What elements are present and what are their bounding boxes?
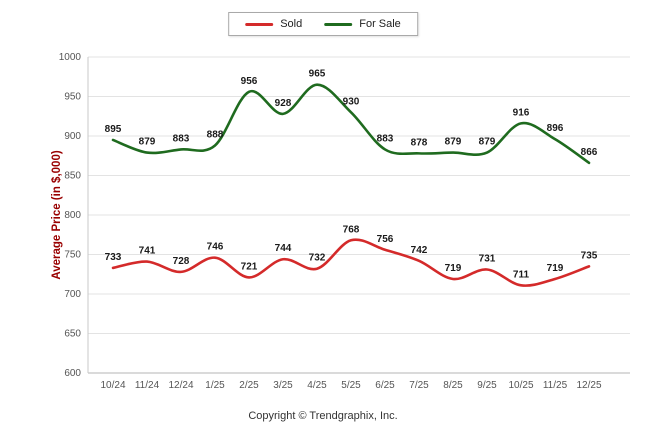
legend-label-for-sale: For Sale bbox=[359, 18, 401, 30]
price-trend-chart: 600 650 700 750 800 850 900 950 1000 10/24 11/24 12… bbox=[51, 52, 630, 391]
svg-text:12/24: 12/24 bbox=[168, 380, 193, 391]
svg-text:Average Price (in $,000): Average Price (in $,000) bbox=[51, 150, 63, 280]
svg-text:768: 768 bbox=[343, 224, 360, 235]
svg-text:1/25: 1/25 bbox=[205, 380, 225, 391]
svg-text:746: 746 bbox=[207, 242, 224, 253]
svg-text:731: 731 bbox=[479, 254, 496, 265]
svg-text:600: 600 bbox=[64, 368, 81, 379]
legend-item-sold[interactable]: Sold bbox=[245, 18, 302, 30]
svg-text:866: 866 bbox=[581, 147, 598, 158]
svg-text:895: 895 bbox=[105, 124, 122, 135]
svg-text:930: 930 bbox=[343, 96, 360, 107]
svg-text:879: 879 bbox=[445, 137, 462, 148]
legend-label-sold: Sold bbox=[280, 18, 303, 30]
svg-text:888: 888 bbox=[207, 129, 224, 140]
svg-text:3/25: 3/25 bbox=[273, 380, 293, 391]
svg-text:711: 711 bbox=[513, 269, 530, 280]
svg-text:650: 650 bbox=[64, 329, 81, 340]
svg-text:800: 800 bbox=[64, 210, 81, 221]
sold-line-swatch-icon bbox=[245, 22, 274, 26]
svg-text:732: 732 bbox=[309, 253, 326, 264]
chart-legend: Sold For Sale bbox=[228, 12, 418, 36]
svg-text:741: 741 bbox=[139, 246, 156, 257]
legend-item-for-sale[interactable]: For Sale bbox=[324, 18, 401, 30]
svg-text:928: 928 bbox=[275, 98, 292, 109]
svg-text:900: 900 bbox=[64, 131, 81, 142]
svg-text:10/25: 10/25 bbox=[508, 380, 533, 391]
svg-text:10/24: 10/24 bbox=[100, 380, 125, 391]
svg-text:878: 878 bbox=[411, 137, 428, 148]
svg-text:11/25: 11/25 bbox=[543, 380, 568, 391]
svg-text:950: 950 bbox=[64, 92, 81, 103]
svg-text:735: 735 bbox=[581, 250, 598, 261]
svg-text:2/25: 2/25 bbox=[239, 380, 259, 391]
svg-text:7/25: 7/25 bbox=[409, 380, 429, 391]
svg-text:733: 733 bbox=[105, 252, 122, 263]
svg-text:4/25: 4/25 bbox=[307, 380, 327, 391]
svg-text:883: 883 bbox=[173, 133, 190, 144]
svg-text:742: 742 bbox=[411, 245, 428, 256]
svg-text:721: 721 bbox=[241, 261, 258, 272]
svg-text:965: 965 bbox=[309, 69, 326, 80]
svg-text:8/25: 8/25 bbox=[443, 380, 463, 391]
svg-text:879: 879 bbox=[479, 137, 496, 148]
for-sale-line-swatch-icon bbox=[324, 22, 353, 26]
svg-text:728: 728 bbox=[173, 256, 190, 267]
svg-text:719: 719 bbox=[445, 263, 462, 274]
footer-text: Copyright © Trendgraphix, Inc. bbox=[248, 410, 398, 422]
svg-text:12/25: 12/25 bbox=[576, 380, 601, 391]
svg-text:956: 956 bbox=[241, 76, 258, 87]
svg-text:883: 883 bbox=[377, 133, 394, 144]
svg-text:719: 719 bbox=[547, 263, 564, 274]
svg-text:6/25: 6/25 bbox=[375, 380, 395, 391]
svg-text:916: 916 bbox=[513, 107, 530, 118]
svg-text:756: 756 bbox=[377, 234, 394, 245]
svg-text:5/25: 5/25 bbox=[341, 380, 361, 391]
svg-text:879: 879 bbox=[139, 137, 156, 148]
svg-text:744: 744 bbox=[275, 243, 292, 254]
svg-text:700: 700 bbox=[64, 289, 81, 300]
svg-text:11/24: 11/24 bbox=[135, 380, 160, 391]
svg-text:750: 750 bbox=[64, 250, 81, 261]
svg-text:850: 850 bbox=[64, 171, 81, 182]
svg-text:1000: 1000 bbox=[59, 52, 82, 63]
svg-text:9/25: 9/25 bbox=[477, 380, 497, 391]
svg-text:896: 896 bbox=[547, 123, 564, 134]
